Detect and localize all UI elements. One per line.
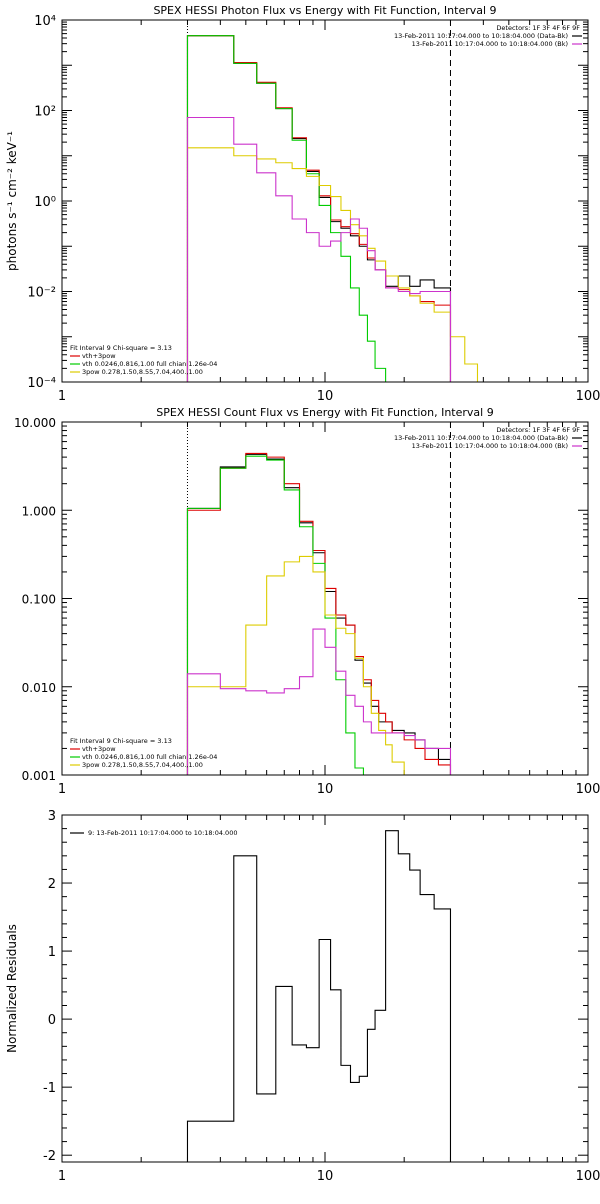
y-tick-label: 1.000: [22, 504, 56, 518]
series-line-3: [186, 455, 364, 775]
y-tick-label: 0.010: [22, 681, 56, 695]
legend-entry: 13-Feb-2011 10:17:04.000 to 10:18:04.000…: [412, 442, 568, 450]
y-tick-label: 10⁻²: [27, 286, 56, 301]
legend-entry: vth+3pow: [82, 352, 116, 360]
y-tick-label: 2: [48, 877, 56, 892]
series-line-2: [186, 452, 452, 775]
y-tick-label: 0.100: [22, 593, 56, 607]
y-axis-ticks: [62, 425, 588, 776]
x-tick-label: 10: [317, 782, 334, 797]
panel-1: SPEX HESSI Photon Flux vs Energy with Fi…: [5, 4, 600, 404]
plot-frame: [61, 814, 589, 1163]
series-line-3: [186, 35, 387, 382]
legend-bottom-left: Fit Interval 9 Chi-square = 3.13vth+3pow…: [70, 344, 217, 376]
y-tick-label: 10⁴: [34, 14, 56, 29]
plot-frame: [61, 19, 589, 383]
legend-entry: Fit Interval 9 Chi-square = 3.13: [70, 344, 172, 352]
series-group: [186, 830, 452, 1162]
series-group: [186, 452, 452, 775]
y-axis-ticks: [62, 814, 588, 1156]
chart-title: SPEX HESSI Photon Flux vs Energy with Fi…: [153, 4, 496, 17]
y-tick-label: 10²: [34, 105, 56, 120]
legend-entry: 3pow 0.278,1.50,8.55,7.04,400.,1.00: [82, 761, 203, 769]
y-axis-label: Normalized Residuals: [5, 924, 19, 1053]
series-line-2: [186, 35, 452, 382]
x-tick-label: 1: [58, 1169, 66, 1184]
legend-entry: Detectors: 1F 3F 4F 6F 9F: [496, 24, 580, 32]
panel-3: Normalized Residuals 1 10 100 -2 -1 0 1 2 3 9: 13-…: [5, 809, 600, 1184]
y-tick-label: -1: [43, 1081, 56, 1096]
y-axis-ticks: [62, 21, 588, 383]
y-tick-label: 10.000: [14, 416, 56, 430]
y-tick-label: 1: [48, 945, 56, 960]
series-line-1: [186, 830, 452, 1162]
x-axis-ticks: [61, 815, 589, 1162]
legend-entry: 13-Feb-2011 10:17:04.000 to 10:18:04.000…: [412, 40, 568, 48]
y-tick-label: 3: [48, 809, 56, 824]
series-line-5: [186, 628, 452, 775]
legend-bottom-left: Fit Interval 9 Chi-square = 3.13vth+3pow…: [70, 737, 217, 769]
x-tick-label: 100: [576, 782, 600, 797]
y-tick-label: 10⁻⁴: [27, 376, 56, 391]
legend-entry: 9: 13-Feb-2011 10:17:04.000 to 10:18:04.…: [88, 829, 237, 837]
y-tick-label: -2: [43, 1149, 56, 1164]
series-line-4: [186, 147, 479, 382]
legend-entry: 3pow 0.278,1.50,8.55,7.04,400.,1.00: [82, 368, 203, 376]
series-line-4: [186, 555, 416, 775]
x-tick-label: 100: [576, 1169, 600, 1184]
y-tick-label: 10⁰: [34, 195, 56, 210]
panel-2: SPEX HESSI Count Flux vs Energy with Fit…: [14, 406, 600, 797]
chart-title: SPEX HESSI Count Flux vs Energy with Fit…: [156, 406, 493, 419]
legend-entry: vth+3pow: [82, 745, 116, 753]
y-axis-label: photons s⁻¹ cm⁻² keV⁻¹: [5, 131, 19, 271]
legend: 9: 13-Feb-2011 10:17:04.000 to 10:18:04.…: [70, 829, 237, 837]
y-tick-label: 0: [48, 1013, 56, 1028]
legend-entry: vth 0.0246,0.816,1.00 full chian 1.26e-0…: [82, 753, 217, 761]
x-tick-label: 10: [317, 389, 334, 404]
series-line-1: [186, 453, 452, 775]
x-tick-label: 1: [58, 389, 66, 404]
series-line-5: [186, 116, 452, 382]
series-group: [186, 35, 479, 382]
plot-frame: [61, 421, 589, 776]
legend-entry: 13-Feb-2011 10:17:04.000 to 10:18:04.000…: [394, 434, 568, 442]
legend-entry: vth 0.0246,0.816,1.00 full chian 1.26e-0…: [82, 360, 217, 368]
legend-entry: 13-Feb-2011 10:17:04.000 to 10:18:04.000…: [394, 32, 568, 40]
x-tick-label: 10: [317, 1169, 334, 1184]
x-axis-ticks: [61, 20, 589, 382]
x-tick-label: 100: [576, 389, 600, 404]
x-tick-label: 1: [58, 782, 66, 797]
legend-entry: Detectors: 1F 3F 4F 6F 9F: [496, 426, 580, 434]
legend-entry: Fit Interval 9 Chi-square = 3.13: [70, 737, 172, 745]
series-line-1: [186, 35, 452, 382]
y-tick-label: 0.001: [22, 769, 56, 783]
